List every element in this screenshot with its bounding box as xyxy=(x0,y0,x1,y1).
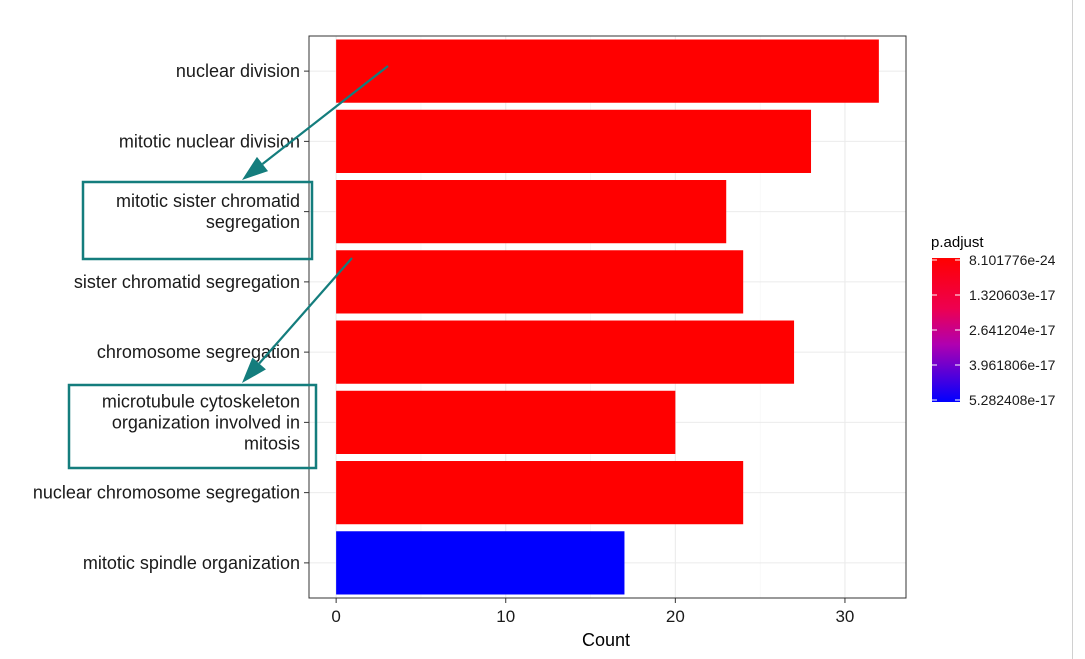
annotations xyxy=(67,65,389,470)
annotation-arrow-line xyxy=(258,257,353,365)
bar xyxy=(336,320,795,384)
highlight-box xyxy=(81,180,314,261)
x-tick-label: 10 xyxy=(496,607,515,626)
legend-label: 1.320603e-17 xyxy=(969,287,1056,303)
legend-title: p.adjust xyxy=(931,234,984,251)
y-tick-label: nuclear division xyxy=(176,61,300,81)
x-axis-title: Count xyxy=(582,630,630,650)
y-tick-label: segregation xyxy=(206,212,300,232)
y-tick-label: chromosome segregation xyxy=(97,342,300,362)
legend-label: 2.641204e-17 xyxy=(969,322,1056,338)
annotation-arrow-head xyxy=(242,156,269,180)
bar xyxy=(336,180,727,244)
legend-label: 3.961806e-17 xyxy=(969,357,1056,373)
bars xyxy=(336,39,879,595)
window-edge xyxy=(1072,0,1085,659)
bar xyxy=(336,250,744,314)
y-tick-label: mitosis xyxy=(244,433,300,453)
legend-label: 8.101776e-24 xyxy=(969,252,1056,268)
annotation-arrow-line xyxy=(261,65,389,165)
y-tick-label: mitotic nuclear division xyxy=(119,131,300,151)
y-tick-label: sister chromatid segregation xyxy=(74,272,300,292)
annotation-arrow-head xyxy=(242,357,266,383)
x-axis-ticks: 0 10 20 30 xyxy=(331,598,854,626)
plot-panel-border xyxy=(308,35,907,599)
x-tick-label: 30 xyxy=(835,607,854,626)
bar xyxy=(336,390,676,454)
y-tick-label: organization involved in xyxy=(112,412,300,432)
y-tick-label: microtubule cytoskeleton xyxy=(102,391,300,411)
highlight-box xyxy=(67,383,318,470)
bar xyxy=(336,39,879,103)
y-tick-label: nuclear chromosome segregation xyxy=(33,483,300,503)
bar xyxy=(336,531,625,595)
legend-label: 5.282408e-17 xyxy=(969,392,1056,408)
bar xyxy=(336,109,812,173)
legend: p.adjust 8.101776e-24 1.320603e-17 2.64120… xyxy=(931,234,1056,408)
x-tick-label: 0 xyxy=(331,607,340,626)
y-tick-label: mitotic sister chromatid xyxy=(116,191,300,211)
x-tick-label: 20 xyxy=(666,607,685,626)
y-axis-ticks: nuclear division mitotic nuclear division… xyxy=(33,61,309,573)
bar xyxy=(336,461,744,525)
y-tick-label: mitotic spindle organization xyxy=(83,553,300,573)
legend-ticks: 8.101776e-24 1.320603e-17 2.641204e-17 3.96… xyxy=(932,252,1056,408)
